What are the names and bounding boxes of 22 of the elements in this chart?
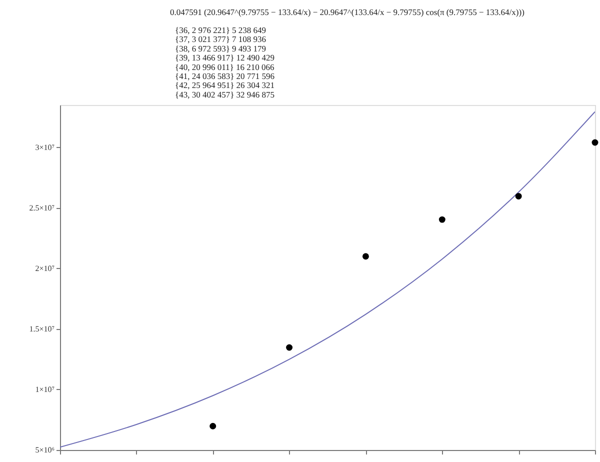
point <box>210 422 216 430</box>
point <box>592 139 598 146</box>
point <box>362 253 369 260</box>
y-tick-label: 5×10⁶ <box>35 446 55 454</box>
y-tick-label: 2.5×10⁷ <box>29 203 55 212</box>
text: {37, 3 021 377} 7 108 936 <box>175 34 266 44</box>
point <box>438 216 446 223</box>
text: 0.047591 (20.9647^(9.79755 − 133.64/x) − 20.9647^(133.64/x − 9.79755) cos(π (9.79755 − 133.64/x))) <box>170 7 525 17</box>
y-tick-label: 1×10⁷ <box>35 384 55 394</box>
y-tick-label: 3×10⁷ <box>35 142 55 152</box>
text: {40, 20 996 011} 16 210 066 <box>175 62 274 72</box>
point <box>515 192 522 200</box>
text: {39, 13 466 917} 12 490 429 <box>175 52 275 63</box>
text: {38, 6 972 593} 9 493 179 <box>175 43 266 54</box>
line-series <box>60 111 595 448</box>
point <box>286 344 293 351</box>
text: {36, 2 976 221} 5 238 649 <box>175 25 266 35</box>
text: {41, 24 036 583} 20 771 596 <box>175 71 275 81</box>
text: {43, 30 402 457} 32 946 875 <box>175 89 275 100</box>
y-tick-label: 2×10⁷ <box>35 264 55 273</box>
text: {42, 25 964 951} 26 304 321 <box>175 80 275 90</box>
y-tick-label: 1.5×10⁷ <box>29 324 55 334</box>
